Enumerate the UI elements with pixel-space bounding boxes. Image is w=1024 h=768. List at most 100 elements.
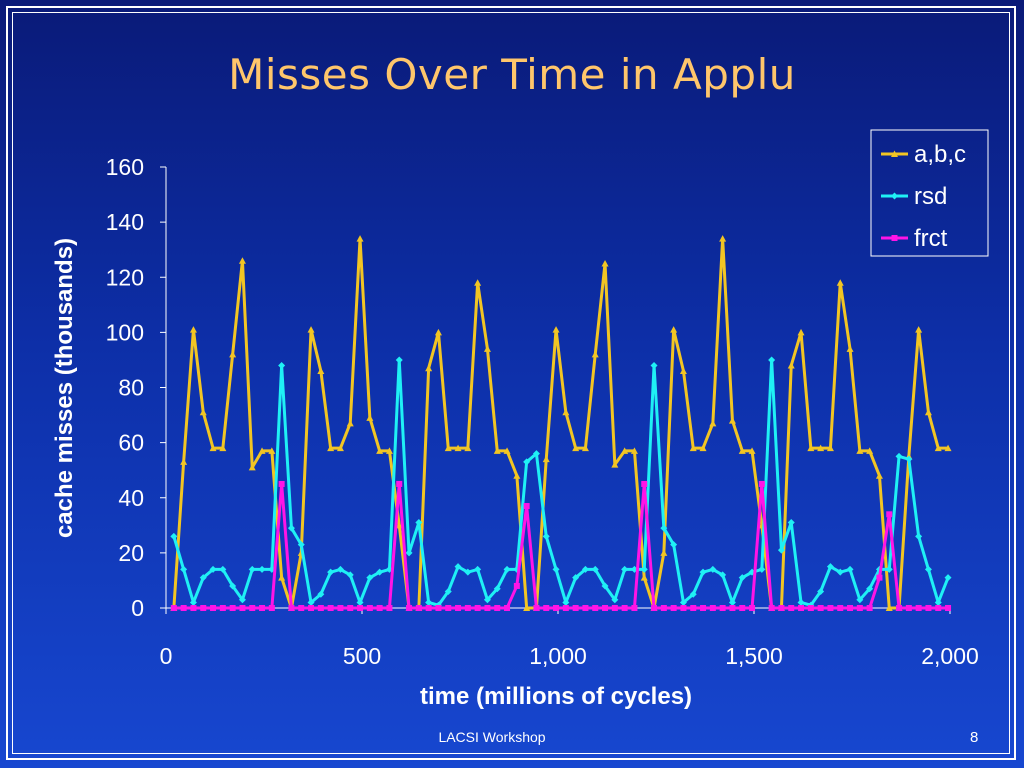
data-point bbox=[738, 447, 746, 454]
y-tick-label: 100 bbox=[106, 319, 144, 345]
data-point bbox=[778, 605, 785, 611]
data-point bbox=[200, 605, 207, 611]
data-point bbox=[366, 414, 374, 421]
legend-label: rsd bbox=[914, 183, 947, 210]
data-point bbox=[591, 565, 599, 573]
data-point bbox=[513, 582, 520, 589]
data-point bbox=[768, 356, 776, 364]
data-point bbox=[356, 598, 364, 606]
data-point bbox=[494, 605, 501, 611]
data-point bbox=[630, 447, 638, 454]
data-point bbox=[366, 574, 374, 582]
data-point bbox=[513, 472, 521, 479]
y-ticks: 0 20 40 60 80 100 120 140 160 bbox=[106, 154, 166, 621]
data-point bbox=[817, 605, 824, 611]
data-point bbox=[690, 605, 697, 611]
data-point bbox=[268, 447, 276, 454]
data-point bbox=[532, 450, 540, 458]
data-point bbox=[366, 605, 373, 611]
data-point bbox=[680, 605, 687, 611]
data-point bbox=[719, 235, 727, 242]
data-point bbox=[846, 345, 854, 352]
data-point bbox=[797, 598, 805, 606]
y-tick-label: 80 bbox=[118, 375, 144, 401]
data-point bbox=[258, 447, 266, 454]
data-point bbox=[297, 541, 305, 549]
slide-title: Misses Over Time in Applu bbox=[228, 50, 796, 99]
data-point bbox=[483, 345, 491, 352]
data-point bbox=[336, 444, 344, 452]
data-point bbox=[679, 598, 687, 606]
data-point bbox=[464, 605, 471, 611]
data-point bbox=[327, 568, 335, 576]
data-point bbox=[317, 590, 325, 598]
data-point bbox=[523, 503, 530, 510]
data-point bbox=[885, 604, 893, 611]
data-point bbox=[875, 472, 883, 479]
data-point bbox=[553, 605, 560, 611]
data-point bbox=[621, 605, 628, 611]
data-point bbox=[317, 367, 325, 374]
data-point bbox=[700, 605, 707, 611]
data-point bbox=[455, 605, 462, 611]
data-point bbox=[180, 605, 187, 611]
footer-text: LACSI Workshop bbox=[438, 729, 546, 745]
data-point bbox=[307, 326, 315, 333]
data-point bbox=[807, 444, 815, 452]
data-point bbox=[346, 571, 354, 579]
data-point bbox=[787, 361, 795, 369]
data-point bbox=[689, 590, 697, 598]
series-2 bbox=[170, 480, 952, 611]
data-point bbox=[278, 480, 285, 487]
data-point bbox=[464, 568, 472, 576]
data-point bbox=[709, 565, 717, 573]
data-point bbox=[689, 444, 697, 452]
data-point bbox=[836, 279, 844, 286]
data-point bbox=[395, 356, 403, 364]
x-tick-label: 0 bbox=[160, 643, 173, 669]
data-point bbox=[239, 605, 246, 611]
data-point bbox=[493, 447, 501, 454]
data-point bbox=[552, 326, 560, 333]
data-point bbox=[582, 605, 589, 611]
data-point bbox=[474, 565, 482, 573]
y-tick-label: 40 bbox=[118, 485, 144, 511]
data-point bbox=[406, 605, 413, 611]
data-point bbox=[758, 565, 766, 573]
data-point bbox=[886, 511, 893, 518]
data-point bbox=[611, 605, 618, 611]
data-point bbox=[346, 419, 354, 427]
data-point bbox=[581, 565, 589, 573]
data-point bbox=[474, 605, 481, 611]
data-point bbox=[679, 367, 687, 374]
data-point bbox=[709, 419, 717, 427]
data-point bbox=[356, 235, 364, 242]
data-point bbox=[493, 585, 501, 593]
slide-frame-inner bbox=[12, 12, 1010, 754]
data-point bbox=[444, 444, 452, 452]
data-point bbox=[660, 605, 667, 611]
data-point bbox=[592, 605, 599, 611]
slide-frame-outer bbox=[6, 6, 1016, 760]
data-point bbox=[376, 605, 383, 611]
x-tick-label: 1,500 bbox=[725, 643, 783, 669]
data-point bbox=[905, 605, 912, 611]
x-tick-label: 1,000 bbox=[529, 643, 587, 669]
data-point bbox=[905, 455, 913, 463]
data-point bbox=[650, 361, 658, 369]
data-point bbox=[209, 444, 217, 452]
data-point bbox=[601, 582, 609, 590]
x-ticks: 0 500 1,000 1,500 2,000 bbox=[160, 608, 979, 669]
page-number: 8 bbox=[970, 729, 979, 746]
data-point bbox=[945, 605, 952, 611]
data-point bbox=[229, 582, 237, 590]
data-point bbox=[229, 605, 236, 611]
data-point bbox=[376, 568, 384, 576]
data-point bbox=[317, 605, 324, 611]
data-point bbox=[552, 565, 560, 573]
data-point bbox=[866, 585, 874, 593]
data-point bbox=[357, 605, 364, 611]
data-point bbox=[631, 605, 638, 611]
data-point bbox=[405, 549, 413, 557]
data-point bbox=[562, 605, 569, 611]
